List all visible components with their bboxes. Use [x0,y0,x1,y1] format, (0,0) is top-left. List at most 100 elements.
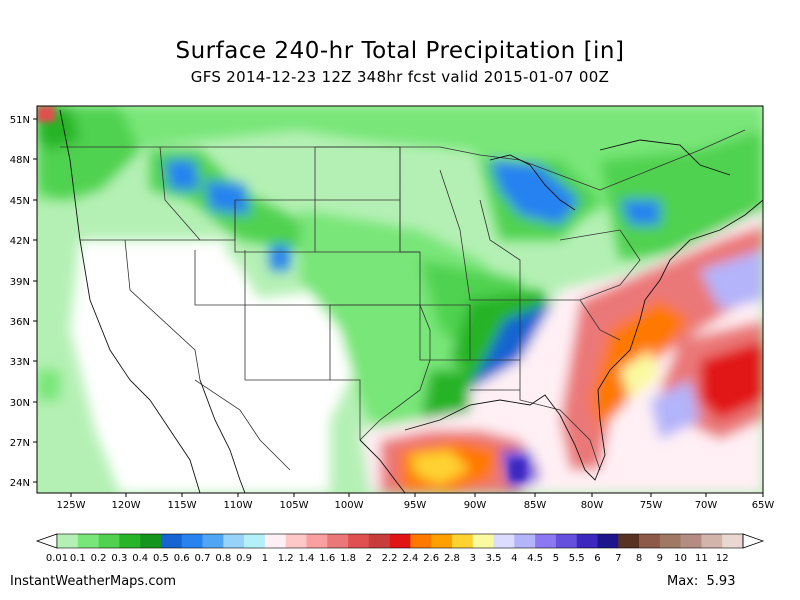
colorbar-label: 0.5 [153,553,169,564]
max-value-readout: Max: 5.93 [667,574,735,589]
lat-label: 39N [10,277,30,288]
colorbar-swatch [160,534,183,548]
colorbar-swatch [514,534,536,548]
colorbar-swatch [98,534,120,548]
lat-label: 24N [10,478,30,489]
colorbar-swatch [659,534,681,548]
colorbar-label: 0.7 [195,553,211,564]
colorbar-swatch [701,534,723,548]
colorbar-high-arrow [742,533,765,549]
map-subtitle: GFS 2014-12-23 12Z 348hr fcst valid 2015… [190,68,610,86]
lon-label: 65W [752,500,775,511]
colorbar-swatch [306,534,328,548]
colorbar-swatch [576,534,598,548]
lat-label: 36N [10,317,30,328]
latitude-axis: 51N 48N 45N 42N 39N 36N 33N 30N 27N 24N [10,115,37,489]
lat-label: 48N [10,155,30,166]
colorbar-label: 1.8 [340,553,356,564]
lon-label: 120W [112,500,141,511]
lat-label: 30N [10,398,30,409]
colorbar-label: 0.9 [236,553,252,564]
colorbar-low-arrow [35,533,58,549]
colorbar-label: 2 [366,553,372,564]
colorbar-frame [56,533,744,549]
precip-field [37,106,763,493]
lon-label: 95W [404,500,427,511]
colorbar-label: 0.2 [91,553,107,564]
lon-label: 115W [168,500,197,511]
colorbar-label: 2.6 [423,553,439,564]
longitude-axis: 125W 120W 115W 110W 105W 100W 95W 90W 85W 80W 75W 7… [57,493,775,511]
colorbar-swatch [410,534,432,548]
map-title: Surface 240-hr Total Precipitation [in] [175,38,625,64]
colorbar-label: 6 [594,553,600,564]
colorbar-label: 8 [636,553,642,564]
colorbar-swatch [223,534,245,548]
colorbar-swatch [368,534,390,548]
colorbar-label: 3.5 [486,553,502,564]
lon-label: 90W [464,500,487,511]
colorbar-label: 0.8 [215,553,231,564]
colorbar: 0.01 0.1 0.2 0.3 0.4 0.5 0.6 0.7 0.8 0.9 1 1.2 1.4 1.… [35,533,765,564]
lat-label: 33N [10,357,30,368]
lon-label: 100W [335,500,364,511]
colorbar-swatch [348,534,370,548]
colorbar-swatch [493,534,515,548]
boundary-lines [60,129,746,471]
max-label: Max: [667,574,699,589]
colorbar-swatch [77,534,99,548]
colorbar-swatch [555,534,577,548]
colorbar-label: 1.2 [278,553,294,564]
lon-label: 75W [640,500,663,511]
colorbar-label: 3 [470,553,476,564]
colorbar-swatch [535,534,557,548]
colorbar-label: 4.5 [527,553,543,564]
lon-label: 70W [695,500,718,511]
colorbar-label: 9 [657,553,663,564]
map-frame [36,105,764,494]
lon-label: 125W [57,500,86,511]
lon-label: 80W [581,500,604,511]
colorbar-swatch [680,534,702,548]
colorbar-label: 0.4 [132,553,148,564]
colorbar-swatch [57,534,79,548]
colorbar-swatch [722,534,744,548]
colorbar-swatch [639,534,661,548]
colorbar-swatch [181,534,203,548]
colorbar-swatch [472,534,494,548]
colorbar-label: 2.8 [444,553,460,564]
colorbar-swatch [327,534,349,548]
lon-label: 105W [280,500,309,511]
colorbar-label: 2.2 [382,553,398,564]
colorbar-label: 11 [695,553,708,564]
colorbar-label: 1 [262,553,268,564]
colorbar-swatch [285,534,307,548]
colorbar-label: 5 [553,553,559,564]
colorbar-swatch [244,534,266,548]
colorbar-swatch [119,534,141,548]
colorbar-swatch [618,534,640,548]
colorbar-swatch [202,534,224,548]
colorbar-label: 1.6 [319,553,335,564]
colorbar-swatch [431,534,453,548]
colorbar-label: 4 [511,553,517,564]
lon-label: 85W [524,500,547,511]
lat-label: 42N [10,236,30,247]
colorbar-label: 0.6 [174,553,190,564]
max-value: 5.93 [706,574,736,589]
colorbar-label: 12 [716,553,729,564]
colorbar-label: 0.01 [46,553,68,564]
colorbar-label: 10 [674,553,687,564]
colorbar-label: 7 [615,553,621,564]
colorbar-label: 2.4 [402,553,418,564]
colorbar-swatch [597,534,619,548]
colorbar-swatch [389,534,411,548]
colorbar-swatch [451,534,474,548]
colorbar-label: 0.1 [70,553,86,564]
colorbar-label: 0.3 [111,553,127,564]
lat-label: 51N [10,115,30,126]
colorbar-swatch [264,534,286,548]
lat-label: 27N [10,438,30,449]
colorbar-label: 5.5 [569,553,585,564]
